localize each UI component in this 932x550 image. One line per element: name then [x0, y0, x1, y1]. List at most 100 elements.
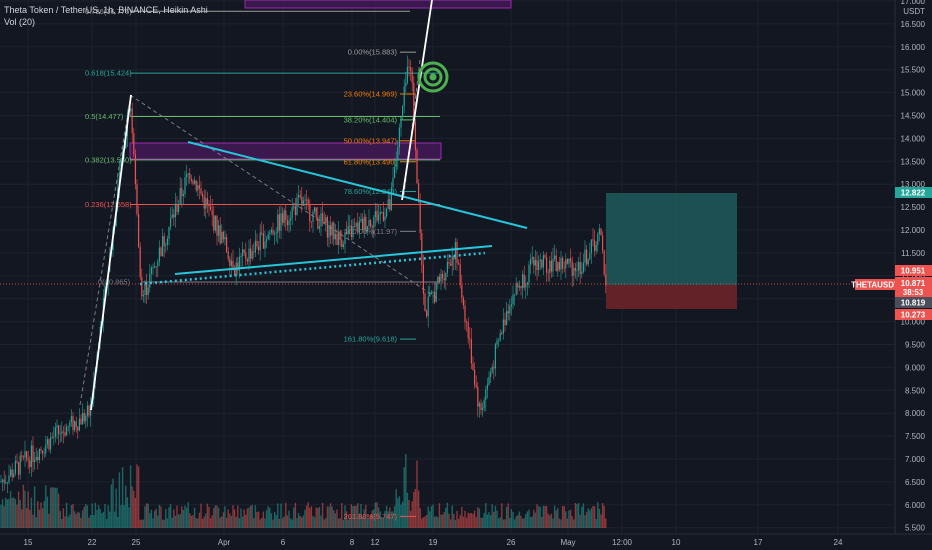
candle-body: [208, 204, 210, 207]
candle-body: [176, 203, 178, 212]
volume-bar: [201, 518, 204, 528]
candle-body: [582, 262, 584, 272]
volume-bar: [5, 497, 7, 528]
volume-bar: [593, 506, 596, 528]
price-tick-label: 6.000: [905, 501, 926, 510]
candle-body: [464, 305, 466, 323]
time-tick-label: 8: [350, 538, 355, 547]
candle-body: [184, 177, 186, 195]
candle-body: [467, 322, 469, 339]
candle-body: [8, 475, 10, 483]
time-tick-label: 19: [429, 538, 438, 547]
candle-body: [466, 322, 468, 324]
volume-bar: [597, 502, 599, 528]
candle-body: [274, 233, 276, 235]
volume-bar: [337, 518, 340, 528]
impulse-line-1[interactable]: [90, 94, 132, 411]
candle-body: [318, 226, 320, 229]
candle-body: [406, 66, 408, 83]
volume-bar: [523, 518, 525, 528]
ascending-trendline[interactable]: [174, 245, 493, 275]
candle-body: [357, 223, 359, 233]
volume-bar: [358, 513, 361, 528]
volume-bar: [217, 507, 220, 528]
volume-bar: [224, 506, 226, 528]
candle-body: [202, 193, 204, 197]
volume-bar: [417, 490, 420, 528]
volume-bar: [29, 509, 31, 528]
volume-bar: [30, 497, 33, 528]
candle-body: [526, 282, 528, 285]
candle-body: [256, 240, 258, 247]
volume-bar: [473, 510, 476, 528]
fib-level-label: 23.60%(14.969): [344, 90, 398, 99]
candle-body: [586, 249, 588, 265]
candle-body: [531, 257, 533, 260]
volume-bar: [496, 510, 498, 528]
volume-bar: [193, 507, 196, 528]
volume-bar: [318, 507, 321, 528]
candle-body: [547, 272, 549, 274]
svg-text:10.871: 10.871: [901, 279, 926, 288]
price-tick-label: 8.500: [905, 386, 926, 395]
time-tick-label: 12:00: [612, 538, 633, 547]
long-position-loss-zone: [606, 285, 737, 309]
candle-body: [454, 242, 456, 260]
candle-body: [333, 222, 335, 240]
symbol-badge: THETAUSDT: [851, 279, 899, 290]
impulse-line-2[interactable]: [401, 0, 433, 201]
volume-bar: [115, 488, 117, 528]
volume-bar: [505, 506, 508, 528]
volume-bar: [293, 507, 295, 528]
volume-bar: [91, 503, 93, 528]
volume-bar: [595, 518, 597, 528]
volume-bar: [432, 504, 434, 528]
volume-bar: [273, 512, 276, 528]
descending-trendline[interactable]: [187, 141, 528, 229]
candle-body: [278, 214, 280, 231]
candle-body: [322, 213, 324, 222]
price-tick-label: 15.000: [901, 89, 926, 98]
candle-body: [538, 261, 540, 271]
volume-bar: [518, 511, 521, 528]
volume-bar: [440, 514, 442, 528]
volume-bar: [101, 513, 103, 528]
candle-body: [238, 256, 240, 271]
candle-body: [221, 231, 223, 244]
time-axis-panel[interactable]: [0, 534, 932, 550]
fib-level-label: 100.00%(11.97): [344, 227, 397, 236]
candle-body: [294, 206, 296, 215]
target-price-badge: 12.822: [895, 187, 932, 198]
volume-bar: [121, 467, 124, 528]
volume-bar: [155, 508, 157, 528]
candle-body: [150, 267, 152, 274]
candle-body: [584, 249, 586, 263]
candle-body: [197, 185, 199, 191]
volume-bar: [528, 509, 530, 528]
volume-bar: [211, 515, 213, 528]
candle-body: [563, 268, 565, 269]
price-tick-label: 10.000: [901, 318, 926, 327]
volume-bar: [552, 518, 554, 528]
volume-bar: [489, 515, 492, 528]
volume-bar: [462, 516, 465, 528]
volume-bar: [302, 515, 305, 528]
volume-bar: [35, 517, 37, 528]
candle-body: [384, 216, 386, 221]
candle-body: [277, 214, 279, 233]
volume-bar: [185, 507, 188, 528]
volume-bar: [336, 509, 338, 528]
candle-body: [280, 213, 282, 231]
candle-body: [434, 291, 436, 303]
candle-body: [363, 216, 365, 231]
candle-body: [142, 295, 144, 297]
volume-bar: [361, 516, 364, 528]
volume-bar: [278, 518, 281, 528]
candle-body: [227, 251, 229, 259]
volume-bar: [168, 507, 170, 528]
volume-bar: [262, 511, 265, 528]
volume-bar: [81, 510, 84, 528]
candle-body: [534, 259, 536, 266]
volume-bar: [99, 509, 101, 528]
